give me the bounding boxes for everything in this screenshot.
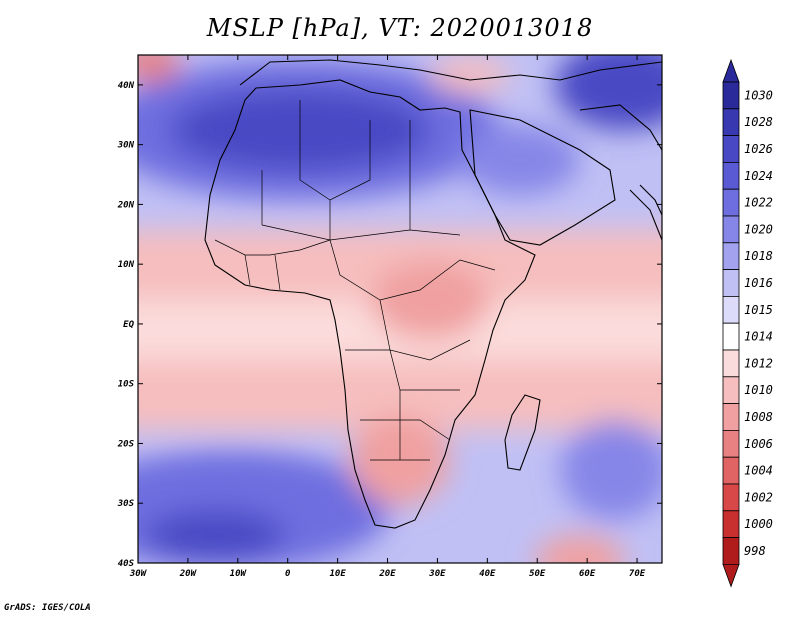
lat-label: 40S	[118, 559, 135, 569]
axis-ticks: 30W 20W 10W 0 10E 20E 30E 40E 50E 60E 70E 40N 30N 20N…	[117, 55, 662, 579]
mediterranean-low	[430, 57, 510, 93]
lat-label: 10N	[118, 260, 135, 270]
grads-credit: GrADS: IGES/COLA	[4, 603, 91, 613]
colorbar-swatch	[722, 269, 740, 297]
colorbar-label: 1030	[744, 88, 773, 102]
colorbar-swatch	[722, 510, 740, 538]
colorbar-swatch	[722, 81, 740, 110]
nw-low	[138, 55, 180, 82]
colorbar-swatch	[722, 537, 740, 565]
borders	[214, 100, 496, 461]
colorbar-top-arrow	[722, 58, 740, 83]
colorbar-label: 1010	[744, 383, 773, 397]
lat-label: 20S	[117, 439, 135, 449]
colorbar-swatch	[722, 429, 740, 458]
lon-label: 20E	[378, 569, 396, 579]
africa-coastline	[204, 79, 536, 529]
sahara-borders	[261, 100, 461, 241]
colorbar-label: 1014	[744, 330, 773, 344]
colorbar-label: 998	[744, 544, 766, 558]
lat-label: 20N	[117, 200, 135, 210]
colorbar-swatch	[722, 295, 740, 324]
lat-label: 30N	[117, 141, 135, 151]
colorbar-label: 1018	[744, 249, 773, 263]
west-africa-borders	[214, 239, 331, 291]
colorbar-swatch	[722, 215, 740, 244]
colorbar-swatch	[722, 376, 740, 404]
colorbar-label: 1008	[744, 410, 773, 424]
colorbar: 1030 1028 1026 1024 1022 1020 1018 1016 1015 1014…	[722, 58, 773, 588]
south-indian-low	[535, 535, 625, 563]
colorbar-label: 1000	[744, 517, 773, 531]
central-africa-trough	[370, 260, 490, 340]
colorbar-swatch	[722, 242, 740, 271]
colorbar-label: 1028	[744, 115, 773, 129]
lon-label: 50E	[529, 569, 546, 579]
madagascar-coastline	[504, 394, 541, 471]
colorbar-label: 1022	[744, 196, 773, 210]
colorbar-label: 1004	[744, 464, 773, 478]
lon-label: 20W	[179, 569, 198, 579]
lon-label: 10E	[329, 569, 346, 579]
colorbar-swatch	[722, 349, 740, 378]
lon-label: 30W	[129, 569, 148, 579]
lat-label: 30S	[117, 499, 135, 509]
lon-label: 0	[285, 569, 291, 579]
lon-label: 40E	[479, 569, 496, 579]
lon-label: 70E	[629, 569, 646, 579]
central-asia-high	[555, 55, 662, 130]
asia-coastline	[579, 104, 662, 241]
colorbar-swatch	[722, 403, 740, 431]
colorbar-swatch	[722, 108, 740, 137]
map-frame	[137, 54, 663, 564]
arabia-high	[460, 125, 580, 195]
central-africa-borders	[329, 239, 496, 461]
colorbar-label: 1026	[744, 142, 773, 156]
lat-label: EQ	[123, 320, 134, 330]
colorbar-label: 1002	[744, 490, 773, 504]
colorbar-label: 1020	[744, 222, 773, 236]
colorbar-label: 1016	[744, 276, 773, 290]
colorbar-swatch	[722, 483, 740, 512]
colorbar-label: 1006	[744, 437, 773, 451]
europe-coastline	[239, 59, 662, 86]
lon-label: 10W	[230, 569, 248, 579]
lon-label: 60E	[579, 569, 596, 579]
colorbar-label: 1015	[744, 303, 773, 317]
colorbar-label: 1024	[744, 169, 773, 183]
colorbar-swatch	[722, 322, 740, 351]
colorbar-swatch	[722, 456, 740, 485]
map-title: MSLP [hPa], VT: 2020013018	[206, 14, 594, 42]
coastlines	[204, 59, 662, 529]
south-atlantic-high-core	[145, 510, 285, 560]
colorbar-swatch	[722, 135, 740, 163]
colorbar-bottom-arrow	[722, 564, 740, 588]
colorbar-swatch	[722, 161, 740, 190]
lat-label: 40N	[118, 81, 135, 91]
colorbar-swatch	[722, 188, 740, 217]
indian-ocean-high	[560, 420, 662, 520]
arabia-coastline	[469, 109, 616, 246]
india-coastline	[639, 184, 662, 216]
lon-label: 30E	[428, 569, 446, 579]
colorbar-label: 1012	[744, 356, 773, 370]
lat-label: 10S	[118, 380, 135, 390]
